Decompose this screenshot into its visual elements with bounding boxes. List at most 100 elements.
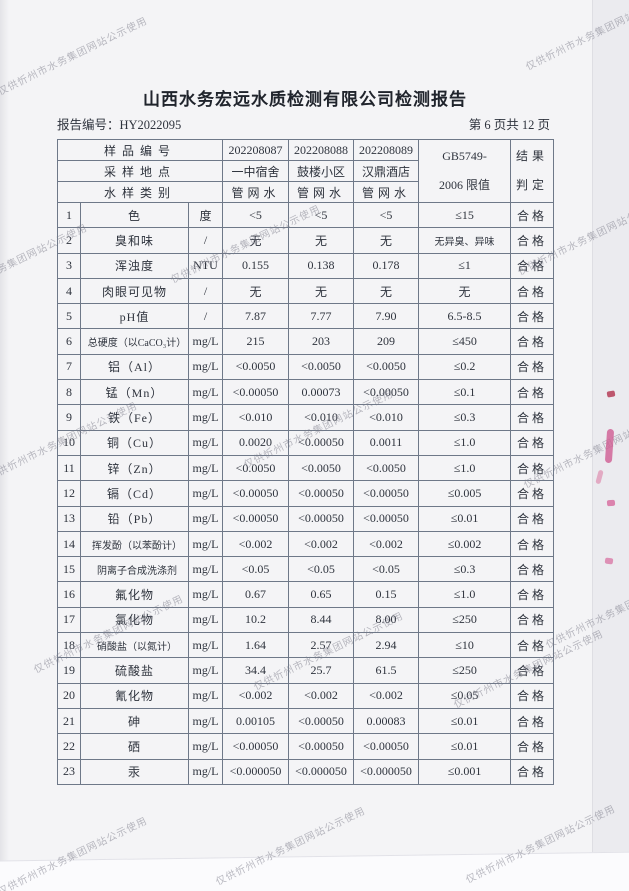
cell-item: 汞 (80, 758, 189, 785)
limit-label-line1: GB5749- (442, 149, 487, 163)
cell-no: 21 (57, 707, 81, 735)
cell-v1: 无 (222, 227, 290, 254)
table-row: 1 色度 <5 <5 <5 ≤15 合格 (57, 201, 555, 229)
cell-v3: <0.00050 (353, 733, 420, 760)
cell-unit: mg/L (187, 429, 224, 456)
cell-item: 铅（Pb） (80, 505, 189, 532)
cell-limit: ≤250 (418, 657, 512, 684)
cell-v3: 61.5 (353, 657, 420, 684)
sample-id-1: 202208087 (222, 139, 290, 161)
cell-v2: <5 (288, 201, 355, 229)
cell-v1: 0.155 (222, 252, 290, 279)
cell-limit: ≤0.01 (418, 733, 512, 760)
cell-v2: <0.0050 (288, 353, 355, 381)
cell-v3: <0.000050 (353, 758, 420, 785)
cell-v1: 1.64 (222, 632, 290, 659)
cell-limit: ≤0.3 (418, 404, 512, 431)
result-label-line1: 结果 (516, 149, 549, 163)
cell-limit: ≤450 (418, 328, 512, 355)
cell-v2: 无 (288, 227, 355, 254)
cell-item: 挥发酚（以苯酚计） (80, 530, 189, 558)
table-row: 11 锌（Zn） mg/L <0.0050 <0.0050 <0.0050 ≤1.0 合格 (57, 454, 555, 482)
cell-limit: ≤0.002 (418, 530, 512, 558)
table-row: 6 总硬度（以CaCO₃计） mg/L 215 203 209 ≤450 合格 (57, 328, 555, 355)
cell-result: 合格 (510, 581, 555, 608)
table-row: 8 锰（Mn） mg/L <0.00050 0.00073 <0.00050 ≤0.1 合格 (57, 379, 555, 406)
cell-limit: 无异臭、异味 (418, 227, 512, 254)
table-row: 7 铝（Al） mg/L <0.0050 <0.0050 <0.0050 ≤0.2 合格 (57, 353, 555, 381)
cell-limit: 6.5-8.5 (418, 303, 512, 330)
cell-v1: <0.00050 (222, 480, 290, 507)
cell-v3: <0.00050 (353, 379, 420, 406)
cell-no: 4 (57, 277, 81, 305)
report-title: 山西水务宏远水质检测有限公司检测报告 (143, 90, 467, 109)
cell-no: 18 (57, 632, 81, 659)
cell-v1: <0.00050 (222, 505, 290, 532)
cell-v1: <0.0050 (222, 353, 290, 381)
cell-v1: 0.0020 (222, 429, 290, 456)
table-row: 21 砷 mg/L 0.00105 <0.00050 0.00083 ≤0.01 合格 (57, 707, 555, 735)
cell-v1: <0.000050 (222, 758, 290, 785)
header-result-label: 结果 判定 (510, 139, 555, 203)
cell-v2: <0.000050 (288, 758, 355, 785)
cell-limit: ≤1.0 (418, 581, 512, 608)
cell-limit: ≤15 (418, 201, 512, 229)
cell-no: 5 (57, 303, 81, 330)
table-row: 23 汞 mg/L <0.000050 <0.000050 <0.000050 ≤0.001… (57, 758, 555, 785)
cell-v1: <5 (222, 201, 290, 229)
sample-id-3: 202208089 (353, 139, 420, 161)
cell-v3: <0.0050 (353, 454, 420, 482)
results-table-header: 样品编号 202208087 202208088 202208089 GB574… (56, 139, 555, 203)
cell-limit: ≤10 (418, 632, 512, 659)
cell-result: 合格 (510, 277, 555, 305)
location-2: 鼓楼小区 (288, 160, 355, 182)
cell-limit: ≤1 (418, 252, 512, 279)
report-number: 报告编号：HY2022095 (57, 118, 182, 132)
cell-unit: mg/L (187, 454, 224, 482)
cell-v1: 7.87 (222, 303, 290, 330)
cell-v1: <0.002 (222, 682, 290, 709)
cell-result: 合格 (510, 606, 555, 634)
cell-unit: mg/L (187, 556, 224, 583)
cell-v1: <0.00050 (222, 379, 290, 406)
header-type-label: 水样类别 (56, 181, 224, 203)
cell-limit: ≤0.001 (418, 758, 512, 785)
cell-item: pH值 (80, 303, 189, 330)
cell-v3: 0.0011 (353, 429, 420, 456)
cell-v2: <0.002 (288, 682, 355, 709)
cell-item: 臭和味 (80, 227, 189, 254)
header-row-sample-no: 样品编号 202208087 202208088 202208089 GB574… (56, 139, 555, 203)
cell-result: 合格 (510, 657, 555, 684)
cell-limit: ≤0.3 (418, 556, 512, 583)
cell-limit: ≤0.01 (418, 505, 512, 532)
cell-limit: ≤0.2 (418, 353, 512, 381)
cell-v3: 0.15 (353, 581, 420, 608)
cell-result: 合格 (510, 379, 555, 406)
table-row: 17 氯化物 mg/L 10.2 8.44 8.00 ≤250 合格 (57, 606, 555, 634)
cell-no: 17 (57, 606, 81, 634)
cell-result: 合格 (510, 556, 555, 583)
cell-no: 20 (57, 682, 81, 709)
cell-unit: mg/L (187, 733, 224, 760)
cell-v3: 无 (353, 227, 420, 254)
cell-v1: 215 (222, 328, 290, 355)
table-row: 16 氟化物 mg/L 0.67 0.65 0.15 ≤1.0 合格 (57, 581, 555, 608)
cell-result: 合格 (510, 454, 555, 482)
cell-result: 合格 (510, 429, 555, 456)
cell-v3: <0.010 (353, 404, 420, 431)
cell-unit: mg/L (187, 328, 224, 355)
cell-v2: <0.00050 (288, 707, 355, 735)
cell-no: 6 (57, 328, 81, 355)
cell-result: 合格 (510, 505, 555, 532)
cell-v3: <0.002 (353, 530, 420, 558)
cell-limit: ≤250 (418, 606, 512, 634)
cell-item: 阴离子合成洗涤剂 (80, 556, 189, 583)
cell-v3: <0.00050 (353, 480, 420, 507)
cell-v2: <0.002 (288, 530, 355, 558)
table-row: 13 铅（Pb） mg/L <0.00050 <0.00050 <0.00050 ≤0.01… (57, 505, 555, 532)
cell-no: 15 (57, 556, 81, 583)
cell-unit: mg/L (187, 480, 224, 507)
cell-v1: <0.00050 (222, 733, 290, 760)
cell-unit: mg/L (187, 404, 224, 431)
header-limit-label: GB5749- 2006 限值 (418, 139, 512, 203)
